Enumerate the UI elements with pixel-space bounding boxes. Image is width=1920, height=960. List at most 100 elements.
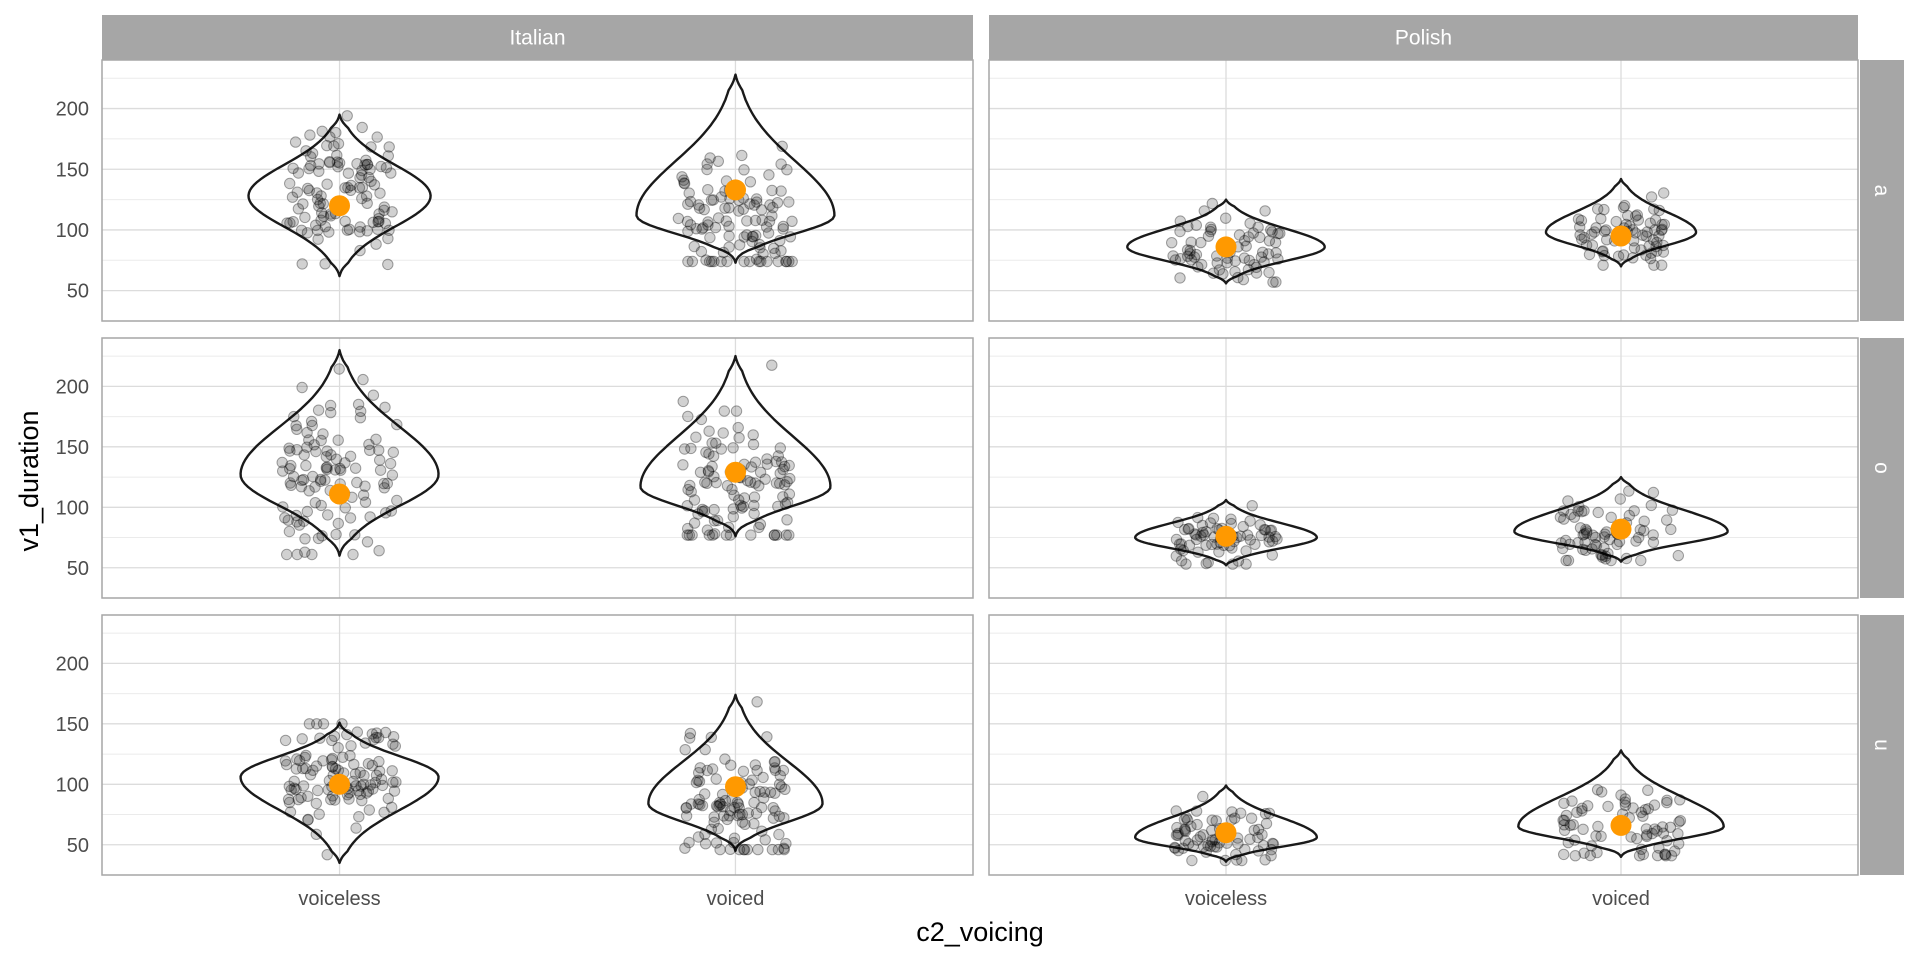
data-point xyxy=(288,782,300,794)
y-tick-label: 50 xyxy=(67,558,89,580)
data-point xyxy=(303,434,315,446)
x-axis-title: c2_voicing xyxy=(916,917,1044,947)
data-point xyxy=(279,734,292,747)
data-point xyxy=(1213,546,1225,558)
data-point xyxy=(374,454,386,466)
data-point xyxy=(1599,550,1612,562)
data-point xyxy=(761,458,773,470)
data-point xyxy=(733,802,745,814)
data-point xyxy=(1658,218,1671,231)
data-point xyxy=(1258,256,1270,268)
data-point xyxy=(295,481,307,493)
data-point xyxy=(688,240,700,253)
data-point xyxy=(283,442,295,454)
data-point xyxy=(734,239,746,251)
data-point xyxy=(1242,231,1255,243)
data-point xyxy=(378,806,390,818)
data-point xyxy=(1263,536,1275,548)
data-point xyxy=(770,477,783,489)
data-point xyxy=(1217,268,1229,280)
data-point xyxy=(355,405,367,417)
data-point xyxy=(769,762,781,774)
y-tick-label: 50 xyxy=(67,281,89,303)
data-point xyxy=(356,794,368,807)
data-point xyxy=(733,205,745,217)
data-point xyxy=(378,477,390,490)
data-point xyxy=(696,503,709,516)
data-point xyxy=(1244,534,1257,546)
data-point xyxy=(1665,523,1677,536)
panel-background xyxy=(989,60,1858,321)
data-point xyxy=(1269,530,1282,543)
data-point xyxy=(362,785,375,797)
data-point xyxy=(1185,236,1197,248)
data-point xyxy=(1206,538,1218,551)
data-point xyxy=(351,476,363,489)
data-point xyxy=(389,740,401,752)
data-point xyxy=(1635,806,1648,819)
data-point xyxy=(330,126,342,139)
data-point xyxy=(778,842,790,854)
data-point xyxy=(1657,827,1670,839)
data-point xyxy=(337,751,349,763)
data-point xyxy=(1263,531,1275,543)
data-point xyxy=(684,732,696,744)
data-point xyxy=(1220,212,1232,224)
data-point xyxy=(747,429,759,441)
data-point xyxy=(738,164,750,176)
data-point xyxy=(1644,217,1657,229)
data-point xyxy=(1206,197,1219,210)
data-point xyxy=(1229,255,1242,267)
data-point xyxy=(715,443,727,455)
data-point xyxy=(304,769,317,781)
data-point xyxy=(1576,805,1588,817)
data-point xyxy=(323,226,335,238)
data-point xyxy=(774,477,786,490)
data-point xyxy=(1611,538,1623,551)
data-point xyxy=(783,255,795,268)
data-point xyxy=(771,529,783,541)
data-point xyxy=(1602,800,1614,813)
data-point xyxy=(1192,546,1204,558)
data-point xyxy=(382,232,394,245)
data-point xyxy=(321,445,333,457)
data-point xyxy=(1578,847,1590,859)
data-point xyxy=(1605,511,1617,523)
data-point xyxy=(710,437,722,449)
data-point xyxy=(1560,534,1572,547)
data-point xyxy=(310,797,322,810)
data-point xyxy=(1571,806,1583,818)
data-point xyxy=(357,489,370,501)
data-point xyxy=(361,225,373,237)
data-point xyxy=(341,728,353,741)
data-point xyxy=(767,802,779,814)
data-point xyxy=(303,718,316,730)
data-point xyxy=(1649,214,1662,226)
data-point xyxy=(322,509,334,521)
data-point xyxy=(742,807,754,819)
data-point xyxy=(1647,536,1660,548)
data-point xyxy=(1255,529,1268,542)
mean-point-voiceless xyxy=(1215,822,1237,844)
data-point xyxy=(1599,225,1611,238)
data-point xyxy=(293,754,306,767)
data-point xyxy=(1252,845,1265,857)
data-point xyxy=(373,444,385,456)
data-point xyxy=(281,217,293,229)
data-point xyxy=(769,805,781,817)
data-point xyxy=(319,221,331,233)
data-point xyxy=(703,529,715,541)
data-point xyxy=(720,215,732,227)
data-point xyxy=(738,843,750,856)
data-point xyxy=(748,499,760,512)
data-point xyxy=(302,813,314,826)
data-point xyxy=(1202,230,1215,242)
data-point xyxy=(1657,246,1670,258)
data-point xyxy=(1653,230,1665,242)
data-point xyxy=(373,213,385,225)
data-point xyxy=(702,216,714,228)
y-tick-label: 150 xyxy=(56,159,89,181)
data-point xyxy=(361,158,374,171)
data-point xyxy=(767,201,779,214)
data-point xyxy=(757,771,769,784)
